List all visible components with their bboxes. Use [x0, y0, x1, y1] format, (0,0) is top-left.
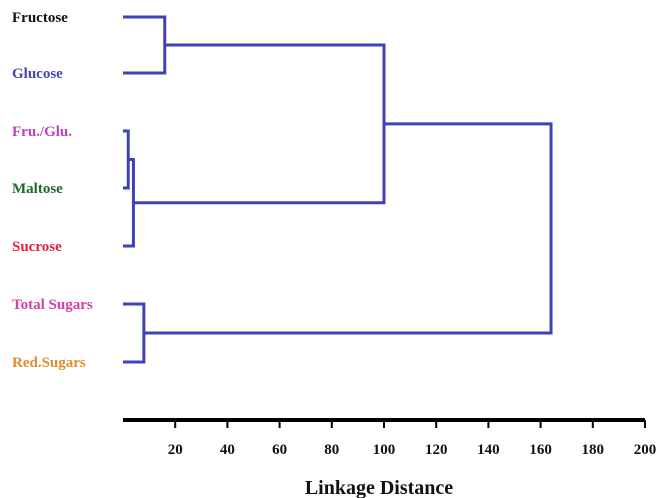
- dendrogram-links: [123, 15, 553, 364]
- x-tick-label: 160: [529, 442, 552, 458]
- dendrogram-link-n4: [123, 15, 167, 75]
- x-tick-label: 60: [272, 442, 287, 458]
- leaf-label: Total Sugars: [12, 297, 93, 313]
- x-tick-label: 40: [220, 442, 235, 458]
- x-tick-label: 80: [324, 442, 339, 458]
- leaf-label: Glucose: [12, 66, 63, 82]
- leaf-label: Fru./Glu.: [12, 124, 72, 140]
- dendrogram-link-n5: [133, 43, 386, 205]
- x-tick-label: 140: [477, 442, 500, 458]
- leaf-label: Maltose: [12, 181, 63, 197]
- leaf-labels: Fructose Glucose Fru./Glu. Maltose Sucrose To…: [12, 10, 93, 371]
- x-axis: 20 40 60 80 100 120 140 160 180 200: [123, 418, 657, 458]
- dendrogram-link-n6: [143, 122, 553, 335]
- x-tick-label: 100: [373, 442, 396, 458]
- x-tick-label: 180: [582, 442, 605, 458]
- x-tick-label: 200: [634, 442, 657, 458]
- leaf-label: Red.Sugars: [12, 355, 86, 371]
- x-tick-label: 20: [168, 442, 183, 458]
- leaf-label: Sucrose: [12, 239, 62, 255]
- x-axis-title: Linkage Distance: [305, 477, 453, 498]
- x-tick-label: 120: [425, 442, 448, 458]
- dendrogram-link-n1: [123, 129, 130, 190]
- leaf-label: Fructose: [12, 10, 68, 26]
- dendrogram-link-n3: [123, 302, 146, 364]
